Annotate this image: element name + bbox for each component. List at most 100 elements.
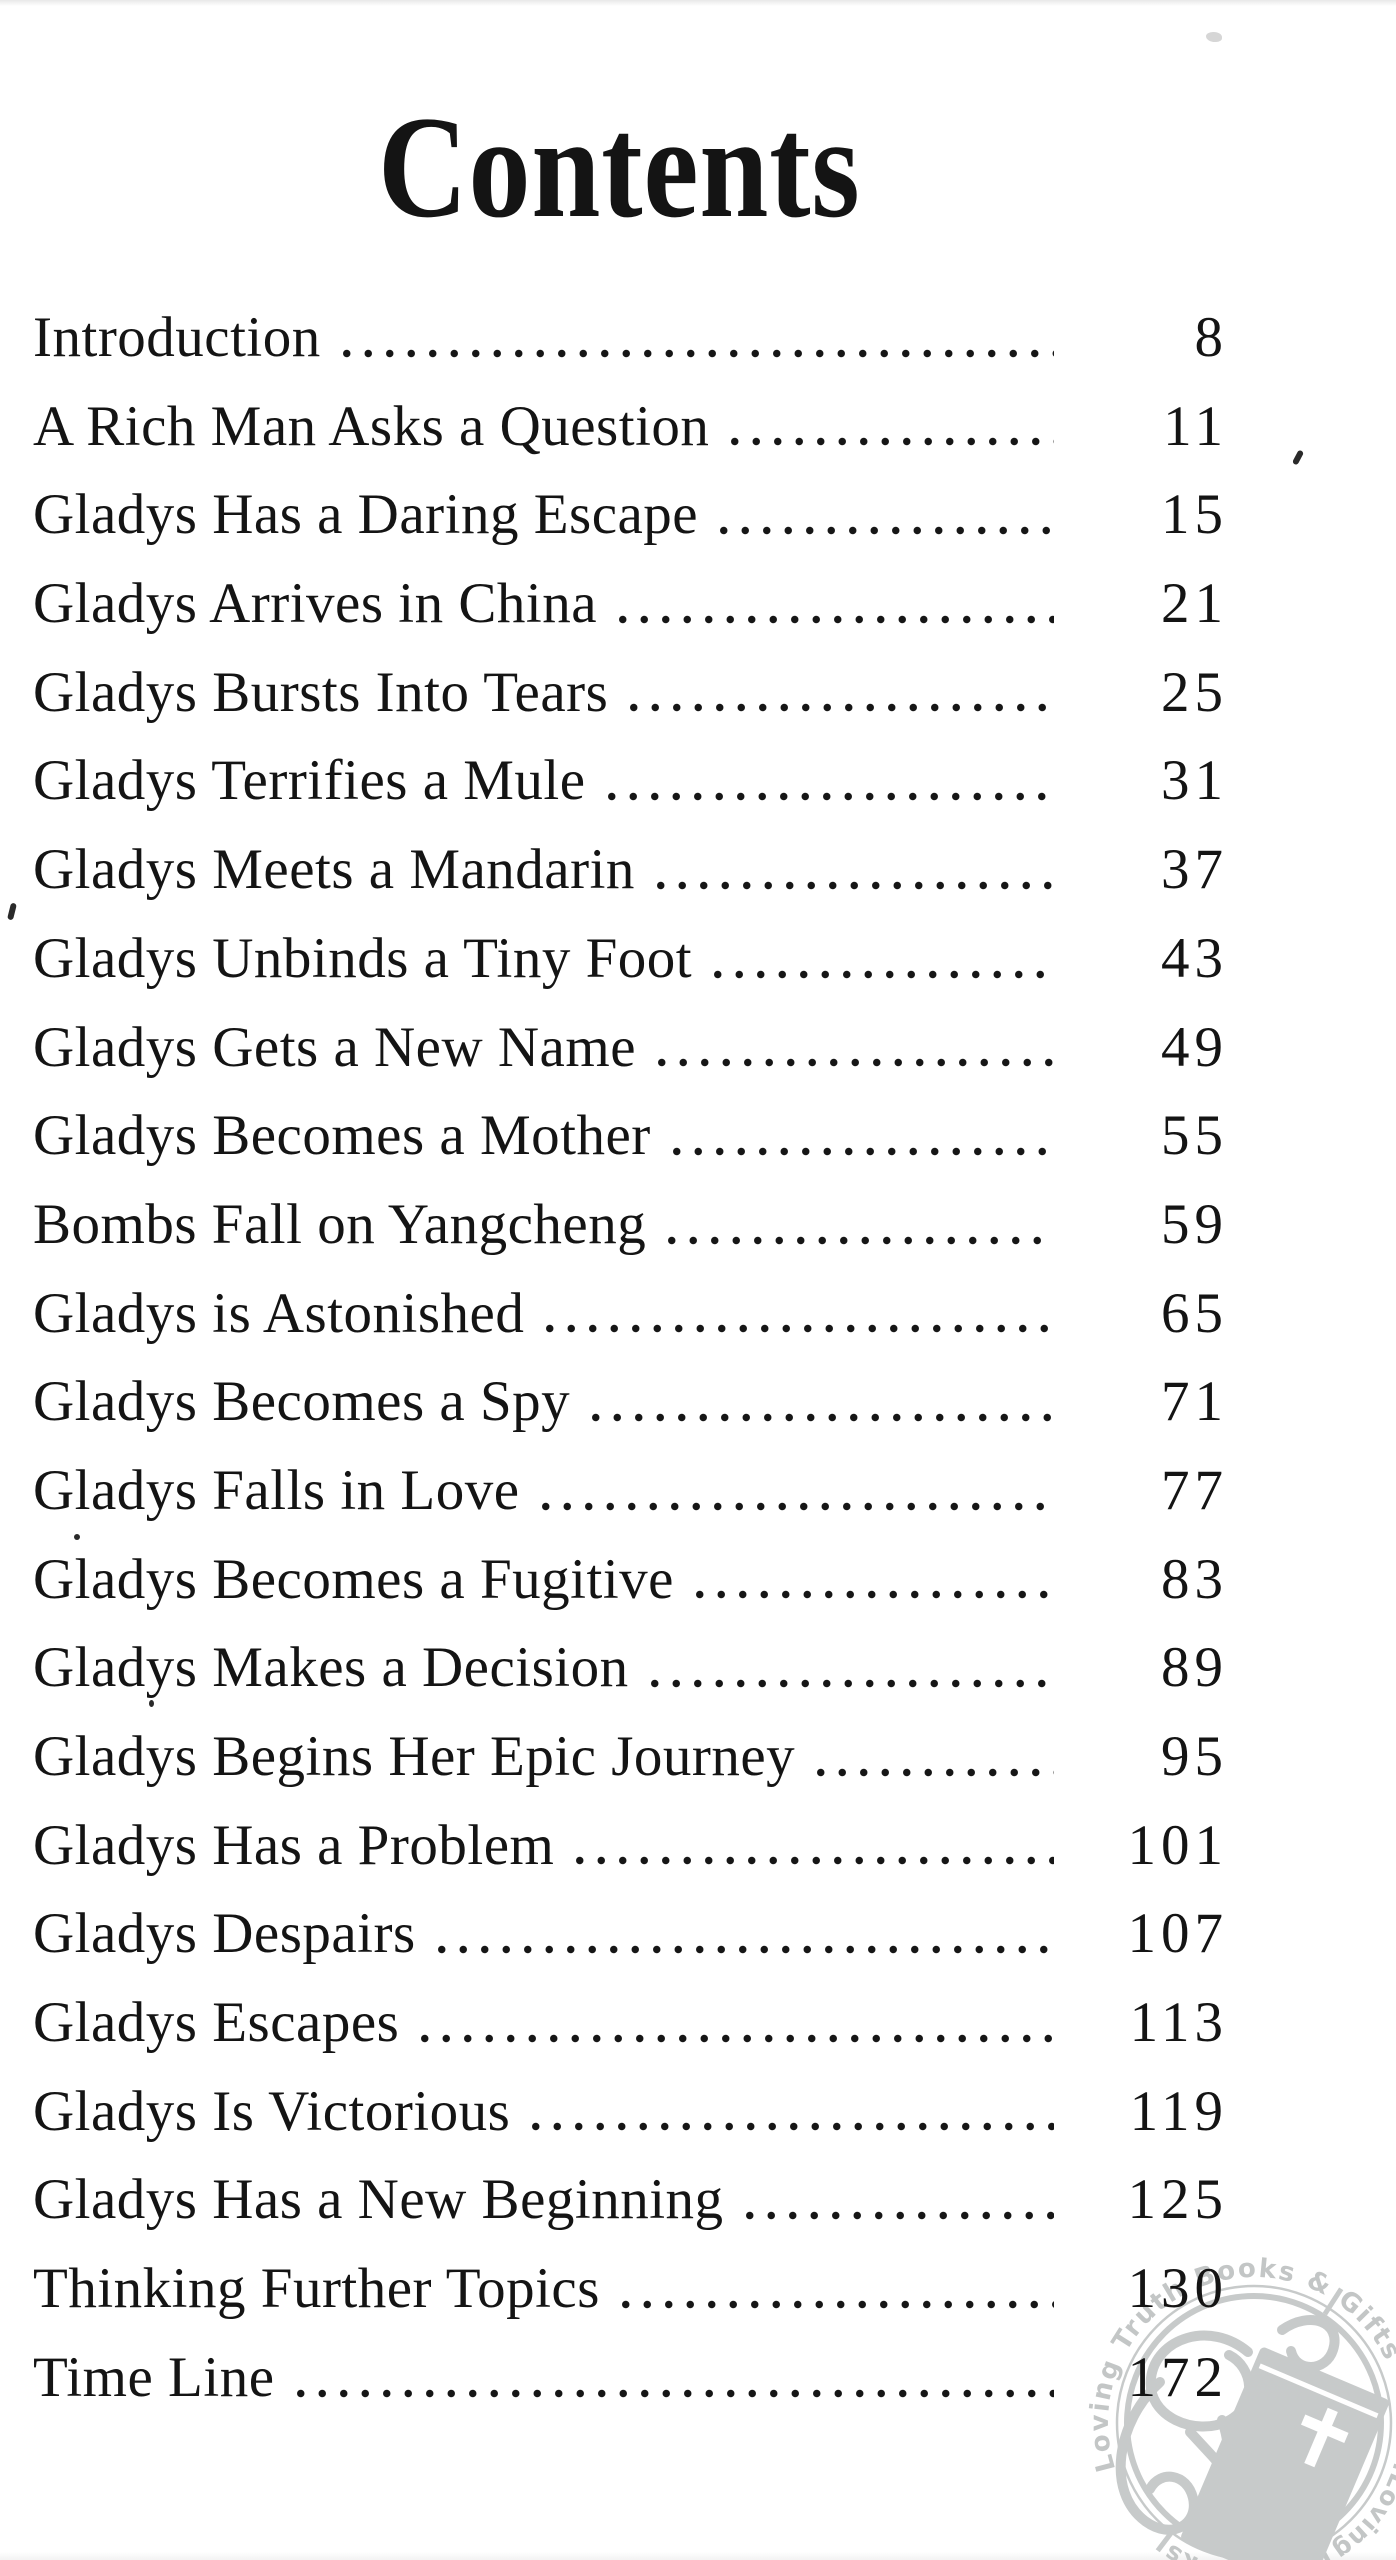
toc-entry-title: Gladys Unbinds a Tiny Foot — [33, 926, 693, 990]
toc-entry-title: Thinking Further Topics — [33, 2257, 600, 2321]
toc-entry-page: 25 — [1161, 660, 1228, 724]
toc-entry-page: 55 — [1161, 1104, 1228, 1168]
toc-entry-title: Bombs Fall on Yangcheng — [33, 1192, 647, 1256]
toc-entry-page: 71 — [1161, 1370, 1228, 1434]
toc-entry-title: Introduction — [33, 306, 321, 369]
toc-entry-page: 130 — [1127, 2257, 1228, 2321]
dot-leader — [275, 2334, 1069, 2423]
toc-entry-title: Gladys Gets a New Name — [33, 1015, 636, 1079]
toc-entry-page: 37 — [1161, 838, 1228, 902]
toc-row: Gladys is Astonished 65 — [33, 1270, 1228, 1359]
dot-leader — [608, 649, 1068, 738]
toc-entry-title: Gladys Has a Daring Escape — [33, 483, 699, 547]
toc-entry-title: Gladys Begins Her Epic Journey — [33, 1725, 796, 1788]
toc-entry-page: 43 — [1161, 926, 1228, 990]
dot-leader — [520, 1447, 1068, 1536]
toc-entry-title: Gladys Terrifies a Mule — [33, 749, 586, 813]
toc-entry-title: A Rich Man Asks a Question — [33, 394, 710, 458]
toc-entry-page: 31 — [1161, 749, 1228, 813]
toc-entry-title: Gladys Has a Problem — [33, 1813, 555, 1877]
toc-entry-title: Time Line — [33, 2345, 275, 2409]
dot-leader — [554, 1802, 1068, 1891]
toc-entry-title: Gladys Escapes — [33, 1991, 400, 2055]
toc-row: Time Line 172 — [33, 2334, 1228, 2423]
dot-leader — [698, 471, 1068, 560]
toc-row: Gladys Arrives in China 21 — [33, 560, 1228, 649]
dot-leader — [635, 826, 1068, 915]
toc-entry-page: 107 — [1127, 1902, 1228, 1966]
toc-row: Gladys Makes a Decision 89 — [33, 1624, 1228, 1713]
page-title: Contents — [378, 86, 861, 248]
dot-leader — [629, 1624, 1068, 1713]
dot-leader — [570, 1358, 1068, 1447]
toc-row: Thinking Further Topics 130 — [33, 2245, 1228, 2334]
dot-leader — [795, 1713, 1068, 1802]
toc-row: Introduction 8 — [33, 294, 1228, 383]
toc-entry-page: 49 — [1161, 1015, 1228, 1079]
dot-leader — [636, 1004, 1068, 1093]
toc-entry-page: 172 — [1127, 2345, 1228, 2409]
toc-entry-page: 95 — [1161, 1725, 1228, 1788]
stamp-tick-bottom-left — [1155, 2525, 1178, 2553]
dot-leader — [586, 737, 1068, 826]
toc-entry-page: 113 — [1129, 1991, 1228, 2055]
toc-entry-page: 89 — [1161, 1636, 1228, 1700]
toc-entry-title: Gladys Is Victorious — [33, 2079, 511, 2143]
toc-entry-page: 11 — [1163, 394, 1228, 458]
toc-row: Gladys Is Victorious 119 — [33, 2068, 1228, 2157]
toc-row: Gladys Unbinds a Tiny Foot 43 — [33, 915, 1228, 1004]
toc-entry-title: Gladys Makes a Decision — [33, 1636, 629, 1700]
toc-entry-title: Gladys Bursts Into Tears — [33, 660, 609, 724]
toc-row: Bombs Fall on Yangcheng 59 — [33, 1181, 1228, 1270]
toc-entry-title: Gladys Becomes a Fugitive — [33, 1547, 674, 1611]
dot-leader — [674, 1536, 1068, 1625]
toc-row: A Rich Man Asks a Question 11 — [33, 383, 1228, 472]
dot-leader — [692, 915, 1068, 1004]
toc-entry-title: Gladys Meets a Mandarin — [33, 838, 635, 902]
toc-row: Gladys Despairs 107 — [33, 1890, 1228, 1979]
toc-list: Introduction 8 A Rich Man Asks a Questio… — [0, 294, 1396, 2423]
toc-entry-page: 21 — [1161, 572, 1228, 636]
toc-row: Gladys Bursts Into Tears 25 — [33, 649, 1228, 738]
toc-entry-title: Gladys Arrives in China — [33, 572, 598, 636]
toc-row: Gladys Meets a Mandarin 37 — [33, 826, 1228, 915]
dot-leader — [597, 560, 1068, 649]
dot-leader — [724, 2156, 1068, 2245]
toc-entry-title: Gladys is Astonished — [33, 1281, 525, 1345]
toc-entry-page: 8 — [1194, 306, 1228, 369]
toc-row: Gladys Falls in Love 77 — [33, 1447, 1228, 1536]
dot-leader — [709, 383, 1068, 472]
toc-entry-page: 83 — [1161, 1547, 1228, 1611]
toc-row: Gladys Has a Problem 101 — [33, 1802, 1228, 1891]
toc-row: Gladys Has a Daring Escape 15 — [33, 471, 1228, 560]
scan-artifact — [1206, 32, 1222, 42]
toc-row: Gladys Escapes 113 — [33, 1979, 1228, 2068]
toc-entry-title: Gladys Has a New Beginning — [33, 2168, 724, 2232]
toc-entry-title: Gladys Becomes a Mother — [33, 1104, 651, 1168]
dot-leader — [321, 294, 1068, 383]
dot-leader — [510, 2068, 1068, 2157]
dot-leader — [416, 1890, 1068, 1979]
toc-entry-title: Gladys Becomes a Spy — [33, 1370, 571, 1434]
toc-entry-page: 65 — [1161, 1281, 1228, 1345]
toc-entry-title: Gladys Falls in Love — [33, 1458, 520, 1522]
toc-entry-page: 77 — [1161, 1458, 1228, 1522]
toc-row: Gladys Becomes a Mother 55 — [33, 1092, 1228, 1181]
toc-entry-page: 59 — [1161, 1192, 1228, 1256]
dot-leader — [646, 1181, 1068, 1270]
toc-row: Gladys Becomes a Fugitive 83 — [33, 1536, 1228, 1625]
toc-row: Gladys Begins Her Epic Journey 95 — [33, 1713, 1228, 1802]
dot-leader — [524, 1270, 1068, 1359]
toc-row: Gladys Has a New Beginning 125 — [33, 2156, 1228, 2245]
dot-leader — [399, 1979, 1068, 2068]
toc-row: Gladys Terrifies a Mule 31 — [33, 737, 1228, 826]
dot-leader — [651, 1092, 1068, 1181]
toc-entry-page: 119 — [1129, 2079, 1228, 2143]
dot-leader — [600, 2245, 1068, 2334]
toc-entry-page: 125 — [1127, 2168, 1228, 2232]
toc-row: Gladys Gets a New Name 49 — [33, 1004, 1228, 1093]
toc-entry-page: 101 — [1127, 1813, 1228, 1877]
toc-entry-page: 15 — [1161, 483, 1228, 547]
toc-entry-title: Gladys Despairs — [33, 1902, 416, 1966]
